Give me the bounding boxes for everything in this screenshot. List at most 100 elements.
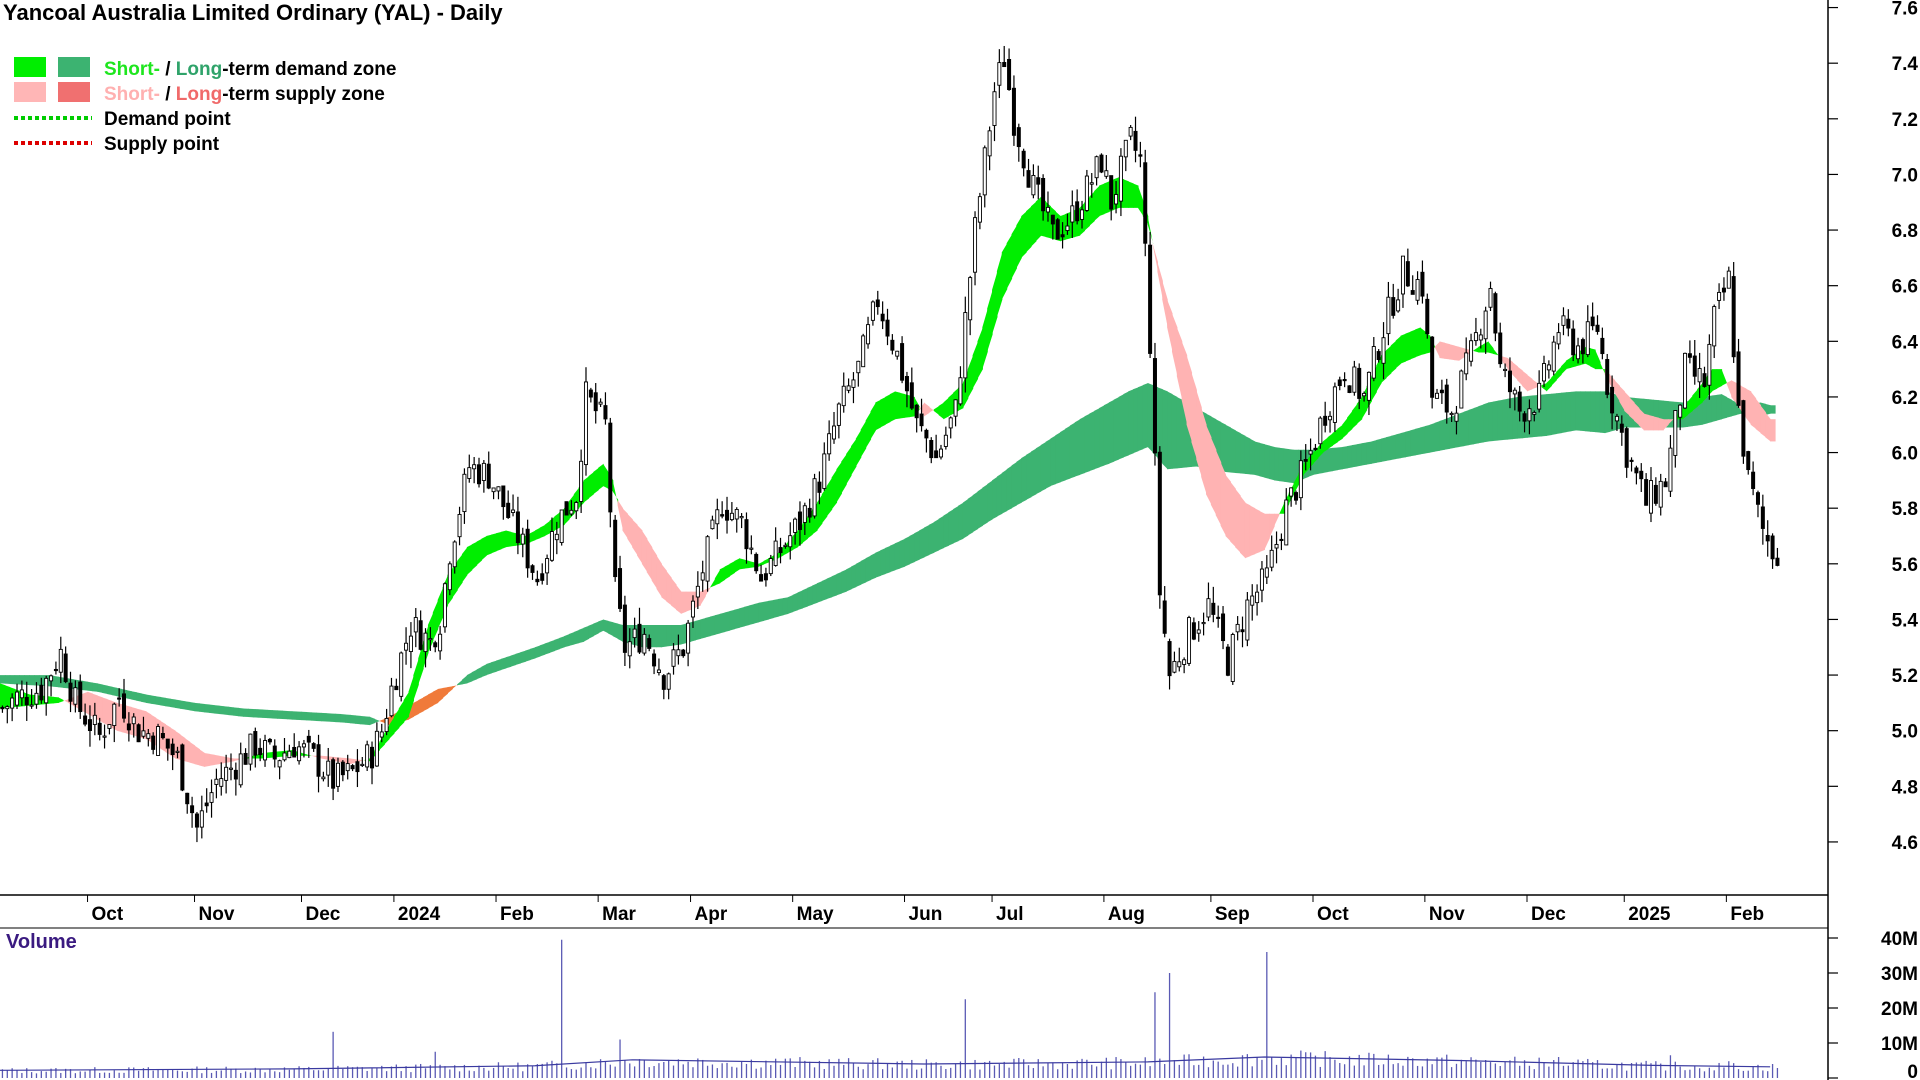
candle-body — [870, 301, 875, 321]
candle-body — [340, 761, 345, 776]
volume-layer — [0, 939, 1779, 1078]
x-axis-ticks: Oct Nov Dec 2024 Feb Mar Apr May Jun Jul Aug Sep Oct… — [87, 895, 1764, 925]
legend-label-demand-point: Demand point — [104, 109, 231, 130]
short-term-zone-segment — [996, 252, 1003, 317]
long-term-zone-segment — [855, 561, 862, 587]
candle-body — [29, 704, 34, 707]
short-term-zone-segment — [1347, 410, 1353, 434]
candle-body — [1770, 535, 1775, 560]
short-term-zone-segment — [1721, 369, 1727, 386]
long-term-zone-segment — [1570, 391, 1577, 432]
long-term-zone-segment — [262, 709, 269, 719]
candle-body — [491, 487, 496, 493]
long-term-zone-segment — [19, 675, 25, 685]
short-term-zone-segment — [1201, 407, 1207, 495]
short-term-zone-segment — [311, 755, 317, 758]
short-term-zone-segment — [1405, 331, 1411, 362]
long-term-zone-segment — [880, 548, 886, 576]
long-term-zone-segment — [1026, 451, 1032, 500]
candle-body — [355, 761, 360, 773]
candle-body — [68, 682, 73, 702]
candle-body — [1585, 321, 1590, 356]
long-term-zone-segment — [1240, 433, 1246, 474]
short-term-zone-segment — [666, 570, 672, 606]
short-term-zone-segment — [1444, 342, 1450, 360]
long-term-zone-segment — [578, 627, 585, 644]
long-term-zone-segment — [568, 631, 575, 646]
short-term-zone-segment — [1658, 417, 1664, 431]
long-term-zone-segment — [807, 585, 813, 607]
y-tick-label: 4.8 — [1892, 777, 1918, 798]
long-term-zone-segment — [1142, 383, 1149, 450]
long-term-zone-segment — [1337, 447, 1343, 471]
short-term-zone-segment — [1337, 424, 1343, 443]
candle-body — [287, 750, 292, 759]
candle-body — [788, 535, 793, 548]
long-term-zone-segment — [1556, 392, 1562, 435]
long-term-zone-segment — [748, 604, 755, 625]
candle-body — [311, 743, 316, 749]
long-term-zone-segment — [199, 703, 205, 713]
long-term-zone-segment — [311, 712, 317, 721]
candle-body — [530, 565, 535, 573]
long-term-zone-segment — [165, 697, 171, 708]
long-term-zone-segment — [875, 550, 881, 578]
long-term-zone-segment — [573, 629, 580, 645]
candle-body — [1250, 595, 1255, 606]
candle-body — [1104, 170, 1109, 177]
candle-body — [1230, 634, 1235, 682]
long-term-zone-segment — [228, 706, 235, 716]
long-term-zone-segment — [1089, 410, 1095, 472]
candle-body — [78, 681, 83, 713]
candle-body — [1021, 150, 1026, 169]
short-term-zone-segment — [1249, 505, 1256, 557]
short-term-zone-segment — [967, 355, 974, 399]
short-term-zone-segment — [1186, 355, 1193, 443]
long-term-zone-segment — [145, 694, 152, 704]
long-term-zone-segment — [53, 675, 59, 688]
long-term-zone-segment — [1249, 438, 1256, 475]
long-term-zone-segment — [598, 619, 604, 634]
x-tick-label: Mar — [602, 904, 636, 925]
long-term-zone-segment — [1420, 426, 1426, 455]
short-term-zone-segment — [1206, 424, 1212, 505]
long-term-zone-segment — [1016, 458, 1022, 506]
long-term-zone-segment — [4, 675, 11, 684]
short-term-zone-segment — [1171, 313, 1178, 377]
long-term-zone-segment — [461, 675, 468, 685]
candle-body — [574, 502, 579, 512]
candle-body — [1157, 451, 1162, 596]
short-term-zone-segment — [106, 699, 113, 728]
short-term-zone-segment — [1502, 356, 1509, 370]
candle-body — [1619, 423, 1624, 433]
candle-body — [773, 540, 778, 566]
long-term-zone-segment — [471, 669, 478, 682]
long-term-zone-segment — [773, 599, 779, 619]
candle-body — [1415, 279, 1420, 301]
short-term-zone-segment — [748, 561, 755, 568]
candle-body — [1196, 629, 1201, 634]
long-term-zone-segment — [1254, 441, 1261, 477]
long-term-zone-segment — [1590, 391, 1596, 433]
candle-body — [841, 385, 846, 407]
candle-body — [535, 578, 540, 583]
short-term-zone-segment — [1687, 395, 1693, 416]
long-term-zone-segment — [379, 718, 385, 724]
candle-body — [622, 604, 627, 653]
candle-body — [224, 766, 229, 781]
long-term-zone-segment — [588, 623, 594, 639]
candle-body — [472, 464, 477, 470]
long-term-zone-segment — [1347, 445, 1353, 469]
candle-body — [632, 628, 637, 639]
long-term-zone-segment — [1157, 387, 1163, 464]
long-term-zone-segment — [894, 541, 901, 571]
x-tick-label: Feb — [1730, 904, 1764, 925]
short-term-zone-segment — [1244, 502, 1251, 559]
short-term-zone-segment — [496, 531, 502, 552]
candle-body — [982, 147, 987, 196]
short-term-zone-segment — [184, 738, 191, 763]
candle-body — [963, 312, 968, 379]
long-term-zone-segment — [792, 592, 799, 613]
long-term-zone-segment — [1035, 445, 1042, 495]
